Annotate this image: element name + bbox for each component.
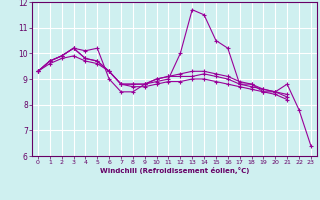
X-axis label: Windchill (Refroidissement éolien,°C): Windchill (Refroidissement éolien,°C) <box>100 167 249 174</box>
